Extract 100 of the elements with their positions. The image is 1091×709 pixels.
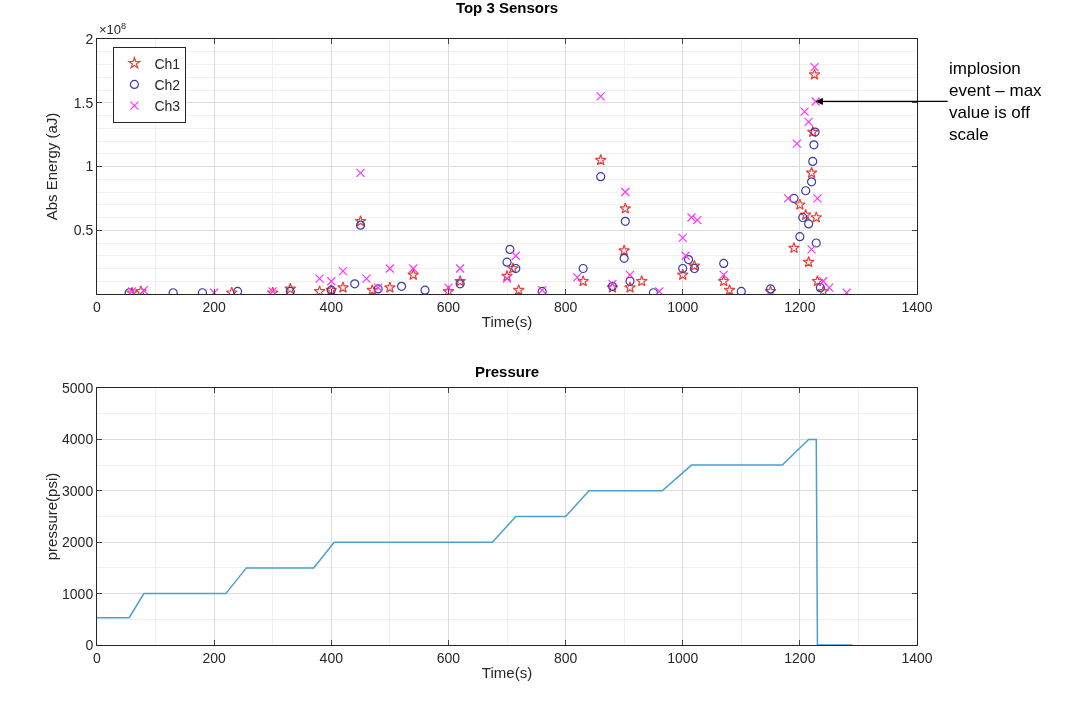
point — [596, 172, 606, 182]
point — [824, 283, 834, 293]
point — [455, 263, 465, 274]
chart-title: Pressure — [474, 362, 540, 380]
point — [783, 193, 793, 203]
point — [350, 279, 360, 289]
point — [512, 283, 525, 294]
point — [284, 282, 297, 294]
point — [806, 177, 817, 187]
x-tick-label: 200 — [202, 298, 227, 315]
legend-label: Ch3 — [154, 98, 181, 115]
point — [717, 275, 730, 287]
x-tick-label: 800 — [553, 649, 578, 666]
point — [625, 276, 635, 286]
x-tick-label: 1200 — [784, 298, 816, 315]
x-tick-label: 400 — [319, 649, 344, 666]
point — [736, 286, 746, 294]
point — [804, 219, 814, 229]
point — [396, 281, 407, 291]
point — [502, 257, 512, 267]
point — [285, 286, 295, 294]
x-tick-label: 1200 — [784, 649, 816, 666]
text: ×10$^{8}$ — [99, 21, 127, 38]
point — [809, 140, 819, 150]
point — [802, 255, 815, 268]
point — [692, 215, 702, 225]
point — [799, 107, 810, 117]
point — [619, 253, 629, 263]
point — [689, 263, 700, 274]
point — [232, 286, 243, 294]
point — [502, 274, 512, 284]
point — [620, 187, 630, 197]
point — [506, 262, 519, 274]
point — [577, 275, 590, 287]
y-tick-label: 1000 — [62, 585, 94, 602]
y-axis-title: pressure(psi) — [43, 472, 60, 561]
legend-label: Ch2 — [154, 76, 181, 93]
point — [455, 279, 465, 289]
point — [678, 233, 688, 243]
point — [505, 244, 515, 254]
point — [355, 220, 366, 230]
y-tick-label: 1.5 — [73, 94, 94, 111]
point — [355, 168, 366, 178]
line-series — [97, 438, 854, 645]
point — [798, 212, 808, 223]
legend-label: Ch1 — [154, 55, 181, 72]
point — [815, 283, 825, 293]
point — [420, 285, 430, 294]
point — [135, 285, 147, 294]
point — [635, 275, 648, 287]
point — [810, 211, 823, 223]
point — [804, 117, 814, 127]
point — [811, 275, 824, 287]
x-tick-label: 200 — [202, 649, 227, 666]
point — [808, 68, 821, 80]
point — [578, 263, 588, 274]
point — [337, 281, 349, 293]
point — [596, 91, 606, 101]
point — [654, 286, 664, 294]
point — [793, 198, 806, 210]
point — [808, 156, 818, 166]
y-tick-label: 1 — [85, 158, 94, 175]
point — [678, 263, 688, 274]
x-axis-title: Time(s) — [481, 312, 533, 330]
point — [688, 259, 701, 272]
point — [676, 268, 689, 281]
point — [383, 281, 396, 293]
point — [385, 263, 395, 274]
point — [625, 270, 635, 280]
point — [686, 212, 697, 223]
point — [792, 138, 802, 149]
point — [805, 166, 818, 179]
chart-title: Top 3 Sensors — [455, 0, 559, 16]
point — [354, 215, 367, 227]
point — [572, 272, 582, 283]
x-tick-label: 400 — [319, 298, 344, 315]
annotation: implosion event – max value is off scale — [949, 59, 1043, 145]
y-tick-label: 2000 — [62, 534, 94, 551]
point — [338, 266, 348, 276]
point — [809, 62, 820, 72]
point — [361, 274, 372, 284]
point — [810, 127, 820, 137]
point — [501, 269, 513, 282]
point — [594, 153, 607, 166]
y-tick-label: 0 — [85, 636, 94, 653]
point — [139, 285, 149, 294]
x-tick-label: 1400 — [901, 649, 933, 666]
point — [619, 202, 632, 214]
point — [314, 274, 325, 284]
point — [681, 251, 691, 261]
point — [811, 96, 821, 107]
point — [789, 193, 799, 203]
point — [818, 276, 828, 286]
point — [326, 276, 336, 286]
point — [795, 232, 805, 242]
y-tick-label: 0.5 — [73, 222, 94, 239]
x-tick-label: 600 — [436, 649, 461, 666]
point — [719, 270, 729, 280]
point — [511, 251, 521, 261]
point — [806, 244, 817, 254]
